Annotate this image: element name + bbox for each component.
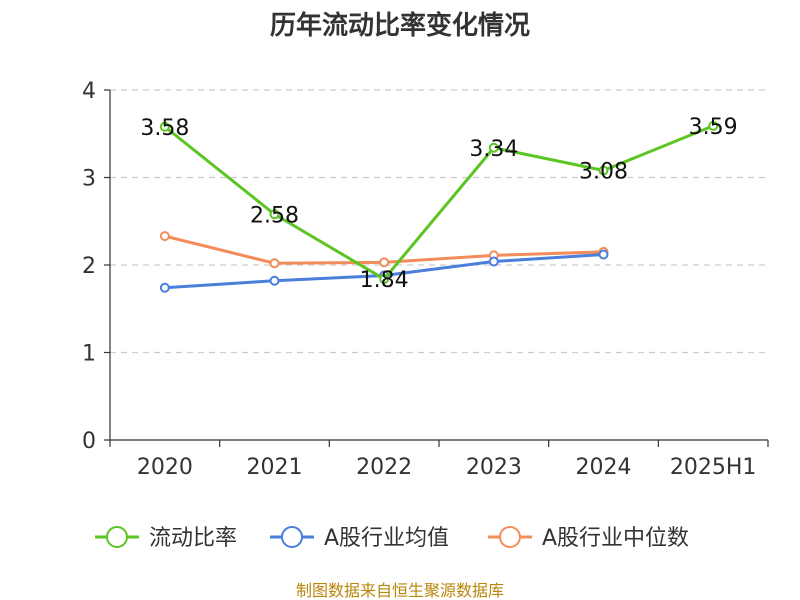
legend-label: 流动比率	[149, 526, 237, 551]
data-point	[159, 282, 170, 293]
y-tick-label: 4	[82, 79, 96, 104]
data-labels: 3.58 2.58 1.84 3.34 3.08 3.59	[140, 115, 737, 293]
data-point	[598, 249, 609, 260]
data-label: 3.58	[140, 116, 189, 141]
data-point	[159, 121, 170, 132]
x-tick-label: 2023	[466, 455, 522, 480]
x-tick-label: 2024	[576, 455, 632, 480]
data-point	[159, 231, 170, 242]
series-layer	[159, 120, 719, 293]
data-label: 1.84	[360, 268, 409, 293]
axes: 0 1 2 3 4 2020 2021 2022 2023 2024 2025H1	[82, 79, 769, 480]
x-tick-label: 2020	[137, 455, 193, 480]
data-point	[708, 120, 719, 131]
legend-item: A股行业均值	[270, 526, 449, 551]
data-label: 3.59	[689, 115, 738, 140]
data-point	[488, 256, 499, 267]
data-point	[598, 165, 609, 176]
y-tick-label: 3	[82, 167, 96, 192]
legend-item: 流动比率	[95, 526, 237, 551]
legend: 流动比率 A股行业均值 A股行业中位数	[95, 526, 689, 551]
data-point	[269, 209, 280, 220]
data-label: 3.34	[469, 137, 518, 162]
legend-label: A股行业中位数	[542, 526, 689, 551]
legend-label: A股行业均值	[324, 526, 449, 551]
data-point	[269, 258, 280, 269]
data-point	[269, 275, 280, 286]
data-point	[379, 257, 390, 268]
grid	[110, 89, 768, 354]
legend-marker	[281, 526, 303, 548]
source-footer: 制图数据来自恒生聚源数据库	[296, 581, 504, 600]
x-tick-label: 2021	[247, 455, 303, 480]
series-line	[163, 124, 715, 281]
data-point	[379, 274, 390, 284]
data-point	[488, 142, 499, 153]
legend-item: A股行业中位数	[488, 526, 689, 551]
y-tick-label: 1	[82, 342, 96, 367]
y-tick-label: 2	[82, 254, 96, 279]
x-tick-label: 2022	[356, 455, 412, 480]
data-label: 3.08	[579, 160, 628, 185]
data-label: 2.58	[250, 203, 299, 228]
legend-marker	[499, 526, 521, 548]
x-tick-label: 2025H1	[670, 455, 757, 480]
y-tick-label: 0	[82, 429, 96, 454]
chart-title: 历年流动比率变化情况	[270, 10, 530, 41]
legend-marker	[106, 526, 128, 548]
